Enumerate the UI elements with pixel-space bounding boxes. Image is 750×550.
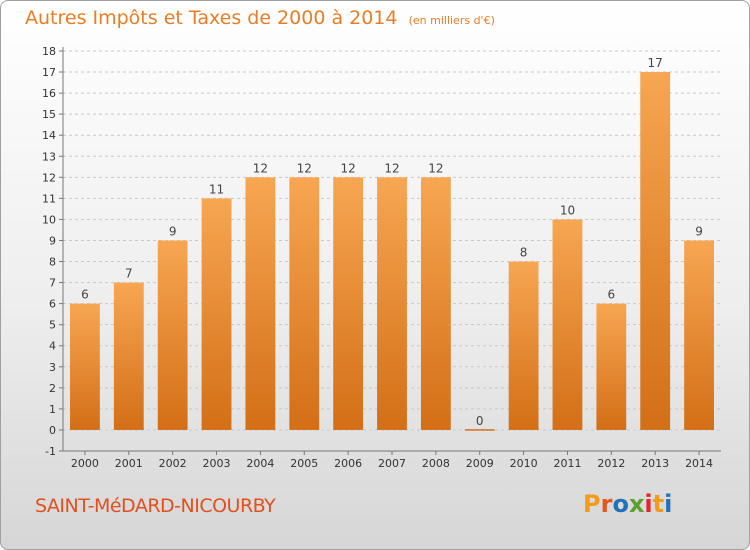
chart-title-unit: (en milliers d'€) [408, 14, 495, 27]
data-label: 12 [340, 161, 355, 175]
bar [201, 198, 232, 430]
chart-title: Autres Impôts et Taxes de 2000 à 2014 (e… [25, 7, 495, 29]
bars [70, 72, 714, 431]
data-label: 6 [608, 288, 616, 302]
y-tick-label: 2 [49, 382, 56, 395]
labels: -101234567891011121314151617182000620017… [42, 45, 713, 470]
data-label: 9 [169, 224, 177, 238]
brand-letter: r [600, 490, 613, 518]
y-tick-label: 11 [42, 192, 56, 205]
x-tick-label: 2013 [641, 457, 669, 470]
y-tick-label: 1 [49, 403, 56, 416]
bar [377, 177, 407, 430]
chart-title-main: Autres Impôts et Taxes de 2000 à 2014 [25, 7, 398, 29]
x-tick-label: 2011 [553, 457, 581, 470]
brand-letter: i [644, 490, 653, 518]
y-tick-label: 18 [42, 45, 56, 58]
x-tick-label: 2003 [203, 457, 231, 470]
y-tick-label: 6 [49, 298, 56, 311]
y-tick-label: 5 [49, 319, 56, 332]
x-tick-label: 2010 [510, 457, 538, 470]
y-tick-label: 13 [42, 150, 56, 163]
data-label: 0 [476, 414, 484, 428]
x-tick-label: 2005 [290, 457, 318, 470]
data-label: 12 [428, 161, 443, 175]
data-label: 10 [560, 203, 575, 217]
data-label: 9 [695, 224, 703, 238]
y-tick-label: -1 [45, 445, 56, 458]
brand-letter: i [664, 490, 673, 518]
bar [464, 429, 495, 431]
data-label: 8 [520, 246, 528, 260]
x-tick-label: 2014 [685, 457, 713, 470]
data-label: 12 [253, 161, 268, 175]
y-tick-label: 3 [49, 361, 56, 374]
y-tick-label: 14 [42, 129, 56, 142]
brand-letter: x [628, 490, 645, 518]
x-tick-label: 2008 [422, 457, 450, 470]
y-tick-label: 12 [42, 171, 56, 184]
bar [289, 177, 320, 430]
bar [333, 177, 364, 430]
y-tick-label: 8 [49, 256, 56, 269]
data-label: 7 [125, 267, 133, 281]
x-tick-label: 2007 [378, 457, 406, 470]
data-label: 12 [384, 161, 399, 175]
bar [640, 72, 671, 430]
bar [420, 177, 451, 430]
data-label: 12 [297, 161, 312, 175]
bar [596, 303, 627, 430]
brand-logo[interactable]: Proxiti [583, 490, 672, 518]
x-tick-label: 2012 [597, 457, 625, 470]
bar [684, 240, 714, 430]
commune-name: SAINT-MéDARD-NICOURBY [35, 495, 276, 517]
bar [245, 177, 276, 430]
y-tick-label: 0 [49, 424, 56, 437]
y-tick-label: 10 [42, 213, 56, 226]
data-label: 17 [648, 56, 663, 70]
y-tick-label: 9 [49, 234, 56, 247]
bar [113, 282, 144, 430]
bar [157, 240, 188, 430]
x-tick-label: 2004 [246, 457, 274, 470]
y-tick-label: 15 [42, 108, 56, 121]
data-label: 11 [209, 182, 224, 196]
axes [59, 47, 721, 455]
y-tick-label: 4 [49, 340, 56, 353]
data-label: 6 [81, 288, 89, 302]
x-tick-label: 2001 [115, 457, 143, 470]
bar [552, 219, 583, 430]
y-tick-label: 7 [49, 277, 56, 290]
brand-letter: P [583, 490, 601, 518]
y-tick-label: 16 [42, 87, 56, 100]
bar [508, 261, 539, 430]
x-tick-label: 2009 [466, 457, 494, 470]
bar [70, 303, 100, 430]
x-tick-label: 2000 [71, 457, 99, 470]
brand-letter: o [612, 490, 629, 518]
brand-letter: t [652, 490, 665, 518]
x-tick-label: 2006 [334, 457, 362, 470]
x-tick-label: 2002 [159, 457, 187, 470]
y-tick-label: 17 [42, 66, 56, 79]
